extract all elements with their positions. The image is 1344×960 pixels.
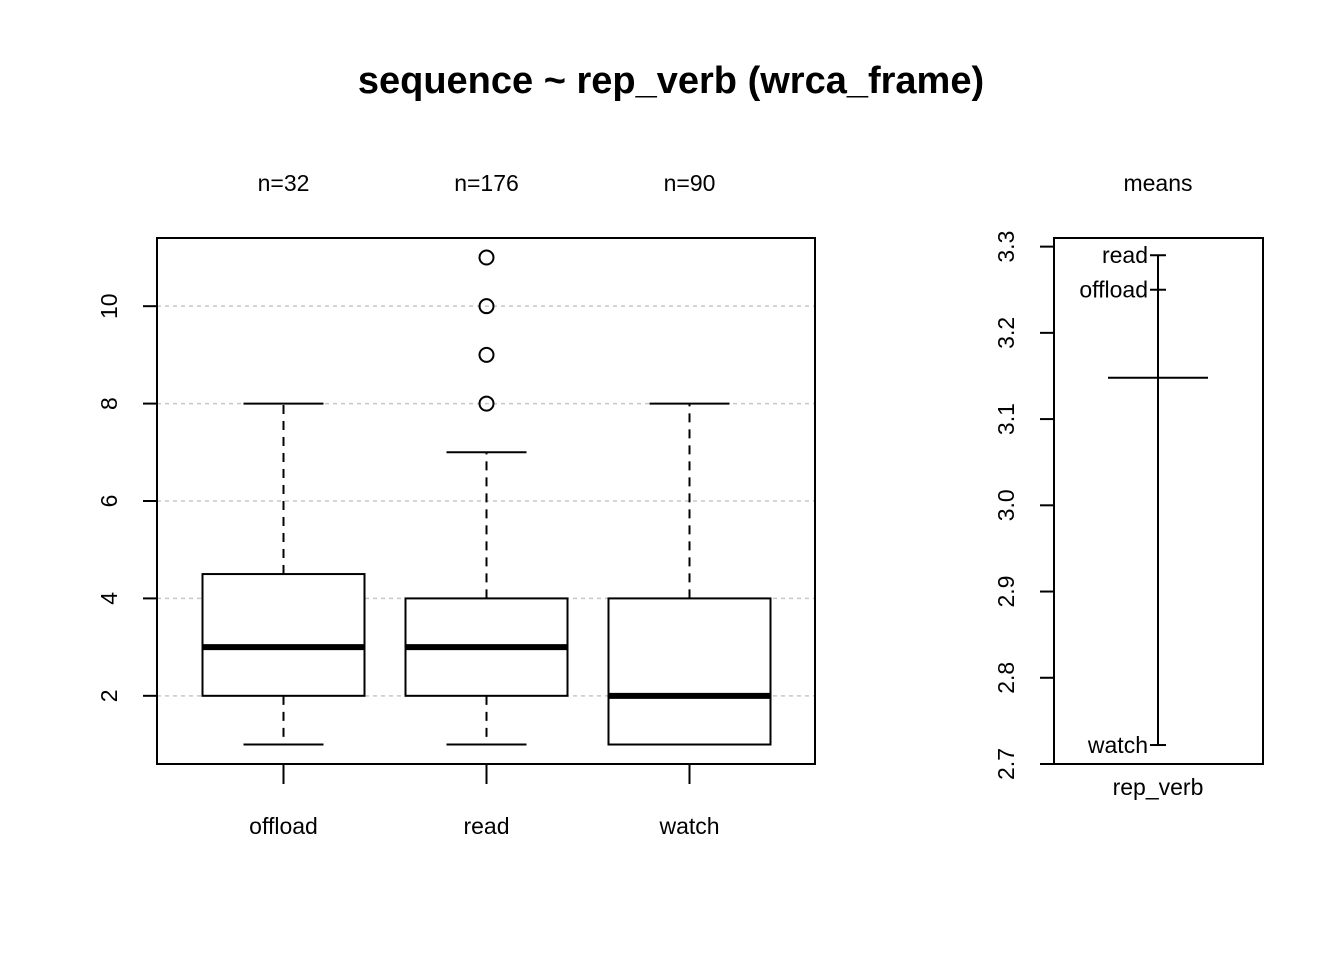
boxplot-content	[201, 249, 772, 746]
outlier-point	[478, 298, 495, 315]
x-tick-label: read	[463, 813, 509, 839]
y-tick-label: 2	[96, 689, 122, 702]
box-group-offload	[201, 402, 366, 746]
chart-title: sequence ~ rep_verb (wrca_frame)	[358, 60, 984, 102]
box	[201, 573, 366, 697]
means-y-axis: 2.7 2.8 2.9 3.0 3.1 3.2 3.3	[993, 231, 1054, 780]
means-y-tick-label: 3.2	[993, 317, 1019, 349]
y-axis: 2 4 6 8 10	[96, 293, 157, 702]
means-y-tick-label: 3.1	[993, 403, 1019, 435]
y-tick-label: 4	[96, 592, 122, 605]
y-tick-label: 8	[96, 397, 122, 410]
means-title: means	[1123, 170, 1192, 196]
boxplot-panel: 2 4 6 8 10 offload read watch n=32 n=176 n=90	[96, 170, 816, 839]
outlier-point	[478, 395, 495, 412]
x-tick-label: watch	[658, 813, 719, 839]
x-tick-label: offload	[249, 813, 318, 839]
means-x-label: rep_verb	[1113, 774, 1204, 800]
y-tick-label: 10	[96, 293, 122, 319]
means-y-tick-label: 3.3	[993, 231, 1019, 263]
x-axis: offload read watch	[249, 764, 720, 839]
mean-label-read: read	[1102, 242, 1148, 268]
mean-label-watch: watch	[1087, 732, 1148, 758]
group-count-label: n=176	[454, 170, 519, 196]
group-counts: n=32 n=176 n=90	[258, 170, 716, 196]
mean-label-offload: offload	[1079, 277, 1148, 303]
group-count-label: n=90	[664, 170, 716, 196]
box	[607, 597, 772, 746]
means-content: read offload watch	[1079, 242, 1208, 758]
group-count-label: n=32	[258, 170, 310, 196]
y-tick-label: 6	[96, 495, 122, 508]
means-y-tick-label: 2.7	[993, 748, 1019, 780]
means-y-tick-label: 2.9	[993, 576, 1019, 608]
means-y-tick-label: 2.8	[993, 662, 1019, 694]
means-y-tick-label: 3.0	[993, 489, 1019, 521]
outlier-point	[478, 346, 495, 363]
box-group-read	[404, 249, 569, 746]
means-panel: means 2.7 2.8 2.9 3.0 3.1 3.2 3.3 read offload w…	[993, 170, 1264, 800]
means-frame	[1053, 237, 1264, 765]
box-group-watch	[607, 402, 772, 746]
outlier-point	[478, 249, 495, 266]
